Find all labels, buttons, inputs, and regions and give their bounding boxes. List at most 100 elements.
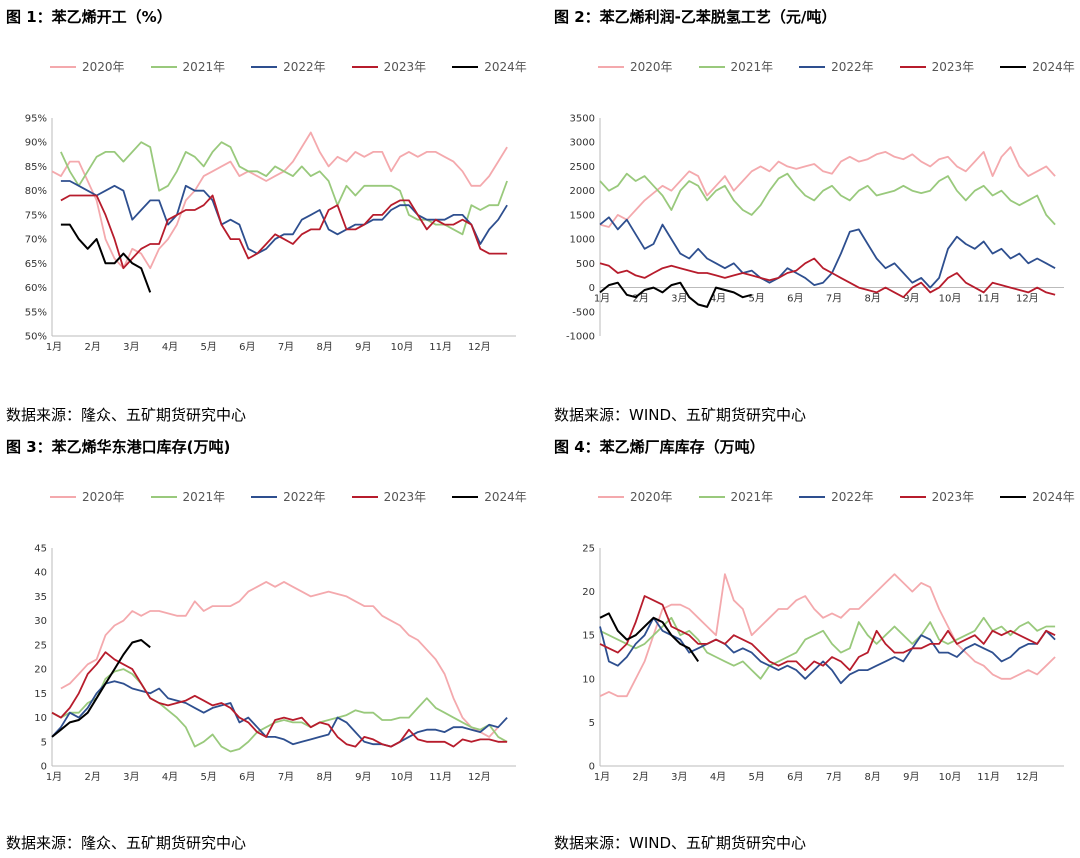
legend-label: 2024年	[1032, 60, 1075, 74]
legend-item: 2021年	[150, 488, 225, 505]
legend-item: 2023年	[899, 58, 975, 75]
x-tick-label: 8月	[864, 771, 880, 783]
y-tick-label: 45	[34, 544, 47, 555]
legend-item: 2020年	[598, 488, 673, 505]
legend-label: 2023年	[931, 60, 975, 74]
legend-item: 2021年	[150, 58, 226, 75]
legend-swatch	[698, 65, 725, 68]
y-tick-label: 85%	[25, 162, 47, 173]
legend-label: 2024年	[1032, 490, 1075, 504]
y-tick-label: 2500	[570, 162, 595, 173]
legend-swatch	[251, 65, 278, 68]
legend-label: 2022年	[283, 60, 326, 74]
x-tick-label: 3月	[123, 341, 139, 353]
x-tick-label: 7月	[278, 771, 294, 783]
x-tick-label: 2月	[84, 771, 100, 783]
legend-label: 2021年	[730, 490, 774, 504]
legend-swatch	[50, 65, 76, 68]
x-tick-label: 1月	[594, 771, 610, 783]
chart-1-legend: 2020年 2021年 2022年 2023年 2024年	[50, 58, 527, 75]
legend-item: 2024年	[452, 488, 527, 505]
legend-label: 2022年	[283, 490, 326, 504]
legend-swatch	[452, 65, 479, 68]
chart-2-legend: 2020年 2021年 2022年 2023年 2024年	[598, 58, 1075, 75]
legend-label: 2021年	[182, 60, 226, 74]
x-tick-label: 3月	[671, 293, 687, 305]
x-tick-label: 5月	[200, 341, 216, 353]
legend-label: 2020年	[630, 60, 673, 74]
y-tick-label: 95%	[25, 114, 47, 125]
legend-swatch	[799, 495, 826, 498]
x-tick-label: 10月	[391, 341, 414, 353]
y-tick-label: 20	[582, 587, 595, 598]
x-tick-label: 10月	[939, 771, 962, 783]
legend-item: 2022年	[251, 58, 326, 75]
y-tick-label: -500	[572, 307, 595, 318]
y-tick-label: 1000	[570, 235, 595, 246]
y-tick-label: 10	[582, 674, 595, 685]
y-tick-label: -1000	[566, 332, 595, 343]
chart-1-plot: 50% 55% 60% 65% 70% 75% 80% 85% 90% 95% 1月 2月 3月 4月 5月…	[25, 114, 516, 353]
legend-label: 2021年	[730, 60, 774, 74]
x-tick-label: 4月	[710, 293, 726, 305]
chart-1-source: 数据来源：隆众、五矿期货研究中心	[6, 406, 247, 424]
legend-item: 2021年	[698, 58, 774, 75]
chart-3-legend: 2020年 2021年 2022年 2023年 2024年	[50, 488, 527, 505]
y-tick-label: 80%	[25, 186, 47, 197]
legend-item: 2020年	[50, 488, 125, 505]
legend-label: 2020年	[82, 60, 125, 74]
y-tick-label: 2000	[570, 186, 595, 197]
x-tick-label: 11月	[429, 341, 452, 353]
series-line-2024年	[599, 612, 700, 662]
legend-item: 2023年	[351, 488, 426, 505]
y-tick-label: 70%	[25, 235, 47, 246]
legend-item: 2023年	[351, 58, 427, 75]
x-tick-label: 3月	[671, 771, 687, 783]
series-line-2024年	[599, 281, 752, 308]
x-tick-label: 8月	[864, 293, 880, 305]
legend-swatch	[351, 495, 378, 498]
series-line-2022年	[599, 616, 1056, 685]
legend-swatch	[251, 495, 278, 498]
legend-swatch	[598, 495, 624, 498]
chart-4-source: 数据来源：WIND、五矿期货研究中心	[554, 834, 807, 852]
series-line-2021年	[51, 668, 508, 753]
panel-chart-1: 图 1：苯乙烯开工（%） 2020年 2021年 2022年 2023年 2024年 5…	[6, 6, 536, 426]
legend-item: 2021年	[698, 488, 774, 505]
series-line-2020年	[60, 580, 499, 738]
x-tick-label: 9月	[903, 771, 919, 783]
x-tick-label: 6月	[787, 293, 803, 305]
x-tick-label: 1月	[594, 293, 610, 305]
legend-item: 2020年	[50, 58, 125, 75]
chart-4-legend: 2020年 2021年 2022年 2023年 2024年	[598, 488, 1075, 505]
legend-label: 2020年	[630, 490, 673, 504]
legend-label: 2023年	[383, 60, 427, 74]
y-tick-label: 3500	[570, 114, 595, 125]
x-tick-label: 8月	[316, 341, 332, 353]
legend-swatch	[1000, 65, 1027, 68]
y-tick-label: 30	[34, 616, 47, 627]
series-line-2023年	[51, 651, 508, 748]
series-line-2023年	[599, 257, 1056, 299]
x-tick-label: 5月	[748, 771, 764, 783]
y-tick-label: 35	[34, 592, 47, 603]
y-tick-label: 3000	[570, 138, 595, 149]
x-tick-label: 6月	[239, 341, 255, 353]
x-tick-label: 7月	[826, 771, 842, 783]
x-tick-label: 9月	[355, 341, 371, 353]
series-line-2022年	[599, 216, 1056, 289]
x-tick-label: 2月	[632, 771, 648, 783]
x-tick-label: 9月	[355, 771, 371, 783]
y-tick-label: 15	[34, 689, 47, 700]
legend-item: 2024年	[1000, 488, 1075, 505]
legend-swatch	[598, 65, 624, 68]
chart-2-title: 图 2：苯乙烯利润-乙苯脱氢工艺（元/吨）	[554, 8, 837, 26]
panel-chart-3: 图 3：苯乙烯华东港口库存(万吨) 2020年 2021年 2022年 2023年 20…	[6, 436, 536, 856]
legend-swatch	[452, 495, 479, 498]
legend-swatch	[150, 65, 177, 68]
legend-label: 2022年	[831, 490, 874, 504]
x-tick-label: 10月	[939, 293, 962, 305]
x-tick-label: 11月	[977, 293, 1000, 305]
y-tick-label: 500	[576, 259, 595, 270]
